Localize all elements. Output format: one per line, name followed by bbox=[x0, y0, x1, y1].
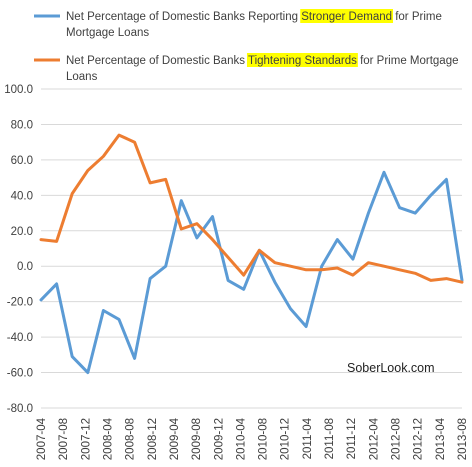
legend-text-segment: for Prime Mortgage bbox=[357, 55, 459, 67]
x-tick-label: 2008-04 bbox=[102, 417, 114, 460]
series-line-tightening-standards bbox=[39, 133, 464, 284]
x-tick-label: 2009-04 bbox=[169, 417, 181, 460]
y-tick-label: 100.0 bbox=[4, 84, 33, 96]
x-tick-label: 2011-08 bbox=[324, 418, 336, 459]
x-tick-label: 2010-08 bbox=[258, 418, 270, 460]
x-tick-label: 2011-12 bbox=[346, 418, 358, 459]
x-tick-label: 2012-08 bbox=[391, 418, 403, 460]
x-axis-tick-labels: 2007-04 2007-08 2007-12 2008-04 2008-08 2008-… bbox=[36, 417, 469, 460]
legend-label-line2: Loans bbox=[66, 71, 98, 83]
x-tick-label: 2012-04 bbox=[368, 417, 380, 460]
x-tick-label: 2013-08 bbox=[457, 418, 469, 460]
x-tick-label: 2007-08 bbox=[58, 418, 70, 460]
y-tick-label: 0.0 bbox=[17, 261, 33, 273]
series-line-stronger-demand bbox=[39, 170, 464, 375]
y-tick-label: 60.0 bbox=[11, 155, 33, 167]
x-tick-label: 2013-04 bbox=[435, 417, 447, 460]
x-tick-label: 2010-04 bbox=[235, 417, 247, 460]
legend-highlight-mark bbox=[246, 53, 358, 67]
x-tick-label: 2008-12 bbox=[147, 418, 159, 460]
legend-text-segment: Net Percentage of Domestic Banks Reporti… bbox=[66, 11, 301, 23]
legend: Net Percentage of Domestic Banks Reporti… bbox=[34, 9, 459, 83]
y-tick-label: 80.0 bbox=[11, 119, 33, 131]
y-tick-label: -40.0 bbox=[7, 332, 33, 344]
legend-label: Net Percentage of Domestic Banks Tighten… bbox=[66, 55, 459, 67]
x-tick-label: 2010-12 bbox=[280, 418, 292, 460]
legend-label: Net Percentage of Domestic Banks Reporti… bbox=[66, 11, 442, 23]
x-tick-label: 2012-12 bbox=[413, 418, 425, 460]
gridlines bbox=[41, 88, 462, 409]
x-tick-label: 2007-04 bbox=[36, 417, 48, 460]
legend-highlight-mark bbox=[300, 9, 394, 23]
x-tick-label: 2007-12 bbox=[80, 418, 92, 460]
y-axis-tick-labels: 100.0 80.0 60.0 40.0 20.0 0.0 -20.0 -40.0 -60.0 -… bbox=[4, 84, 33, 415]
x-tick-label: 2008-08 bbox=[125, 418, 137, 460]
watermark-text: SoberLook.com bbox=[347, 361, 435, 375]
x-tick-label: 2011-04 bbox=[302, 417, 314, 459]
y-tick-label: -80.0 bbox=[7, 403, 33, 415]
legend-label-line2: Mortgage Loans bbox=[66, 27, 149, 39]
x-tick-label: 2009-08 bbox=[191, 418, 203, 460]
y-tick-label: -20.0 bbox=[7, 297, 33, 309]
x-tick-label: 2009-12 bbox=[213, 418, 225, 460]
y-tick-label: -60.0 bbox=[7, 368, 33, 380]
y-tick-label: 40.0 bbox=[11, 190, 33, 202]
y-tick-label: 20.0 bbox=[11, 226, 33, 238]
legend-text-segment: for Prime bbox=[392, 11, 442, 23]
legend-text-segment: Net Percentage of Domestic Banks bbox=[66, 55, 248, 67]
legend-highlighted-text: Tightening Standards bbox=[248, 55, 357, 67]
series-lines bbox=[39, 133, 464, 375]
legend-highlighted-text: Stronger Demand bbox=[301, 11, 392, 23]
